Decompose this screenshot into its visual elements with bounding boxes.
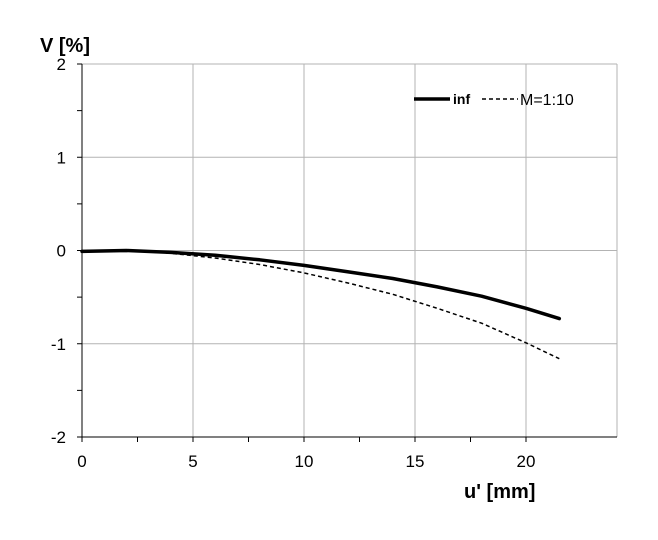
x-tick-label: 5 bbox=[188, 452, 197, 471]
x-tick-label: 10 bbox=[295, 452, 314, 471]
series-line-inf bbox=[80, 248, 562, 321]
grid-lines bbox=[82, 63, 618, 437]
y-axis-title: V [%] bbox=[40, 35, 90, 57]
x-tick-label: 20 bbox=[517, 452, 536, 471]
y-tick-label: 2 bbox=[57, 55, 66, 74]
y-tick-label: -2 bbox=[51, 428, 66, 447]
legend: inf M=1:10 bbox=[414, 91, 574, 109]
x-axis-title: u' [mm] bbox=[464, 481, 535, 503]
legend-label-inf: inf bbox=[453, 91, 470, 107]
series-line-m110 bbox=[81, 249, 560, 360]
x-tick-label: 15 bbox=[406, 452, 425, 471]
x-tick-label: 0 bbox=[77, 452, 86, 471]
data-series bbox=[80, 248, 562, 360]
y-tick-label: 1 bbox=[57, 148, 66, 167]
legend-label-m110: M=1:10 bbox=[520, 92, 574, 109]
y-tick-label: -1 bbox=[51, 335, 66, 354]
y-tick-label: 0 bbox=[57, 242, 66, 261]
